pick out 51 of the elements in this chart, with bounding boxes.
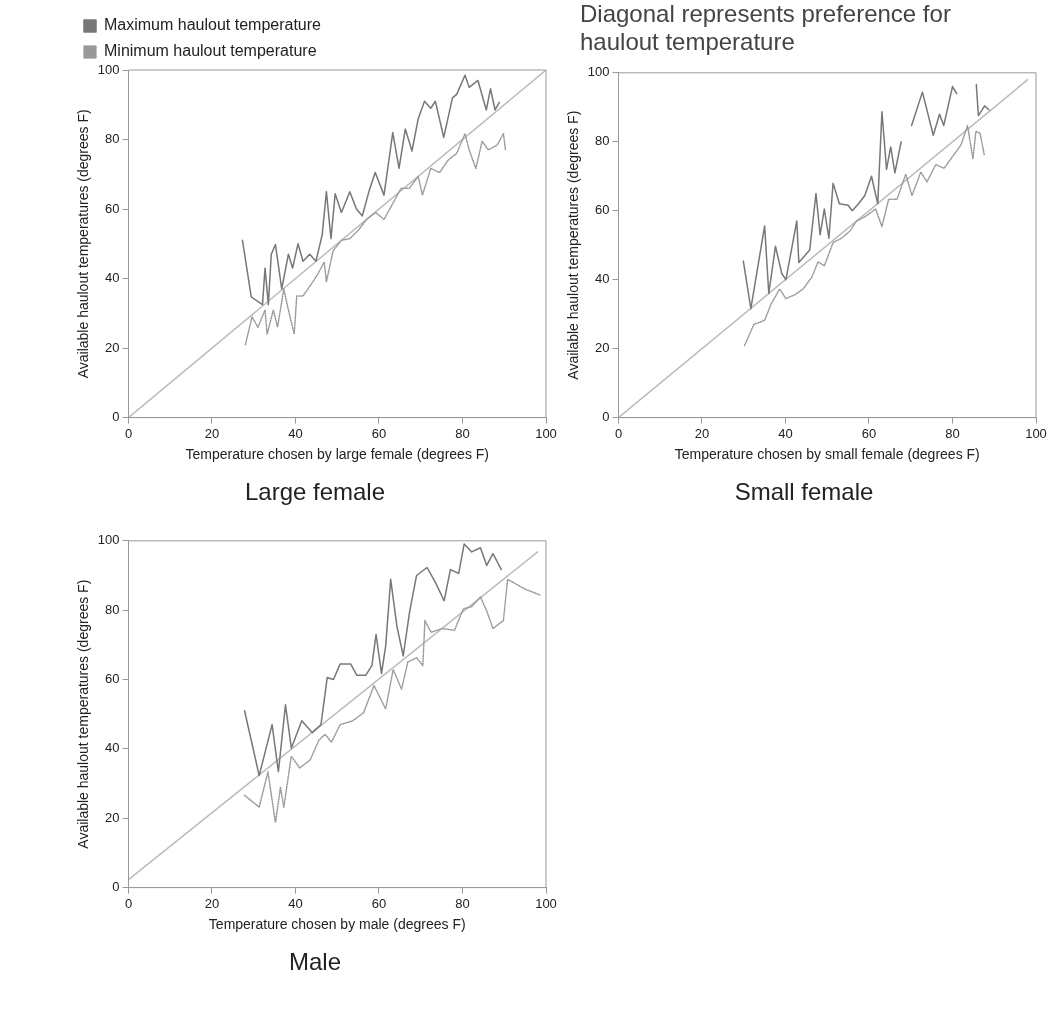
x-axis-title: Temperature chosen by small female (degrees F): [674, 446, 980, 463]
x-tick-label: 80: [455, 425, 470, 441]
x-tick-label: 40: [778, 425, 793, 441]
text: Large female: [243, 478, 387, 506]
y-axis-title: Available haulout temperatures (degrees F): [565, 110, 582, 380]
x-tick-label: 20: [694, 425, 710, 441]
x-tick-label: 60: [371, 425, 387, 441]
x-tick-label: 100: [1025, 425, 1047, 441]
legend-label: Minimum haulout temperature: [104, 42, 317, 60]
y-tick-label: 80: [105, 131, 120, 147]
y-tick-label: 100: [587, 64, 610, 80]
x-tick-label: 80: [945, 425, 960, 441]
y-tick-label: 40: [595, 271, 610, 287]
x-tick-label: 60: [371, 895, 387, 911]
x-tick-label: 20: [204, 895, 220, 911]
x-tick-label: 100: [535, 425, 557, 441]
x-axis-title: Temperature chosen by large female (degrees F): [185, 446, 489, 463]
y-tick-label: 0: [112, 409, 120, 425]
y-tick-label: 100: [97, 532, 120, 548]
y-axis-title: Available haulout temperatures (degrees F): [75, 579, 92, 849]
text: Male: [288, 948, 342, 976]
y-tick-label: 40: [105, 270, 120, 286]
y-tick-label: 60: [105, 200, 120, 216]
line-series: [244, 132, 507, 346]
y-tick-label: 20: [105, 339, 120, 355]
x-tick-label: 80: [455, 895, 470, 911]
y-tick-label: 0: [602, 409, 610, 425]
y-tick-label: 80: [595, 133, 610, 149]
y-tick-label: 60: [105, 671, 120, 687]
line-series: [743, 124, 985, 347]
y-tick-label: 20: [105, 809, 120, 825]
y-tick-label: 20: [595, 340, 610, 356]
text: Small female: [733, 478, 875, 506]
x-tick-label: 40: [288, 895, 303, 911]
x-tick-label: 0: [124, 425, 133, 441]
legend-label: Maximum haulout temperature: [104, 16, 322, 34]
x-tick-label: 0: [614, 425, 623, 441]
x-axis-title: Temperature chosen by male (degrees F): [208, 916, 466, 933]
x-tick-label: 20: [204, 425, 220, 441]
y-tick-label: 80: [105, 601, 120, 617]
y-tick-label: 60: [595, 202, 610, 218]
x-tick-label: 40: [288, 425, 303, 441]
text: Diagonal represents preference for haulout temperature: [579, 0, 952, 57]
x-tick-label: 60: [861, 425, 877, 441]
y-axis-title: Available haulout temperatures (degrees F): [75, 109, 92, 379]
y-tick-label: 0: [112, 879, 120, 895]
x-tick-label: 0: [124, 895, 133, 911]
y-tick-label: 40: [105, 740, 120, 756]
y-tick-label: 100: [97, 61, 120, 77]
x-tick-label: 100: [535, 895, 557, 911]
line-series: [243, 578, 541, 824]
